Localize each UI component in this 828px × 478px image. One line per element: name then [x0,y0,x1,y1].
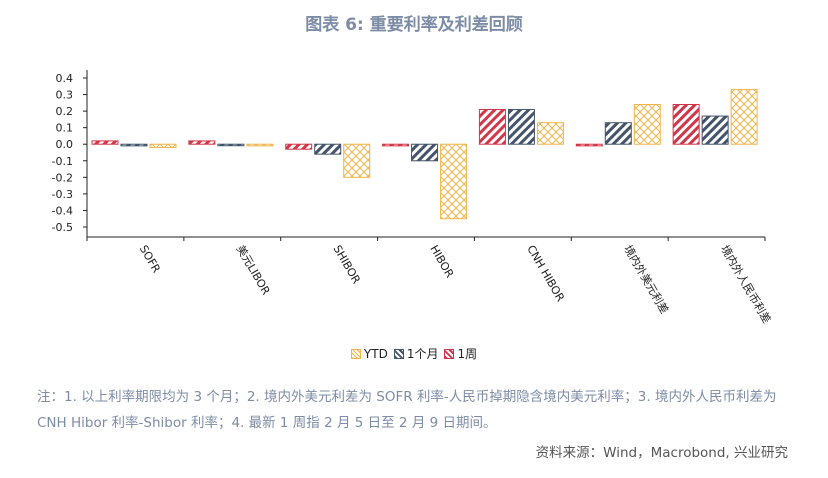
chart-title: 图表 6: 重要利率及利差回顾 [305,15,523,35]
chart-legend: YTD 1个月 1周 [0,345,828,362]
bar-1周-SOFR [91,140,119,145]
legend-label: 1个月 [406,347,439,361]
bar-1个月-境内外人民币利差 [701,115,729,145]
bar-1周-境内外人民币利差 [672,103,700,145]
y-tick-label: -0.1 [52,155,73,168]
x-category-label: HIBOR [427,243,456,280]
y-tick-label: 0.3 [56,89,74,102]
bar-1个月-HIBOR [411,143,439,162]
y-tick-label: 0.0 [56,138,74,151]
bar-1个月-CNH HIBOR [507,108,535,145]
bar-YTD-SOFR [149,143,177,149]
x-category-label: SOFR [137,243,163,275]
bar-YTD-SHIBOR [343,143,371,178]
x-category-label: CNH HIBOR [524,243,567,304]
bar-1周-CNH HIBOR [478,108,506,145]
y-tick-label: -0.5 [52,221,73,234]
bar-1个月-SHIBOR [314,143,342,155]
legend-swatch [444,349,455,359]
x-category-label: 境内外人民币利差 [718,243,774,326]
bar-1周-HIBOR [382,143,410,147]
bar-YTD-CNH HIBOR [536,122,564,145]
bar-YTD-美元LIBOR [246,143,274,147]
x-category-label: SHIBOR [331,243,364,286]
y-tick-label: 0.1 [56,122,74,135]
bar-YTD-HIBOR [440,143,468,220]
source-text: 资料来源：Wind，Macrobond, 兴业研究 [535,445,788,461]
legend-label: YTD [363,347,388,361]
y-tick-label: -0.4 [52,204,73,217]
legend-item-YTD: YTD [350,347,388,361]
y-tick-label: -0.3 [52,188,73,201]
chart-notes: 注：1. 以上利率期限均为 3 个月；2. 境内外美元利差为 SOFR 利率-人… [37,389,777,431]
legend-swatch [350,349,361,359]
bar-YTD-境内外美元利差 [633,103,661,145]
bar-1个月-SOFR [120,143,148,147]
bar-1周-SHIBOR [285,143,313,150]
bar-YTD-境内外人民币利差 [730,89,758,145]
y-tick-label: -0.2 [52,171,73,184]
legend-label: 1周 [457,347,478,361]
x-category-label: 美元LIBOR [234,243,273,297]
bar-1个月-境内外美元利差 [604,122,632,145]
x-category-label: 境内外美元利差 [621,243,672,317]
y-tick-label: 0.2 [56,105,74,118]
y-tick-label: 0.4 [56,72,74,85]
legend-swatch [393,349,404,359]
bar-1周-美元LIBOR [188,140,216,145]
legend-item-1周: 1周 [444,345,477,362]
bar-1个月-美元LIBOR [217,143,245,147]
bar-1周-境内外美元利差 [575,143,603,147]
legend-item-1个月: 1个月 [393,345,439,362]
